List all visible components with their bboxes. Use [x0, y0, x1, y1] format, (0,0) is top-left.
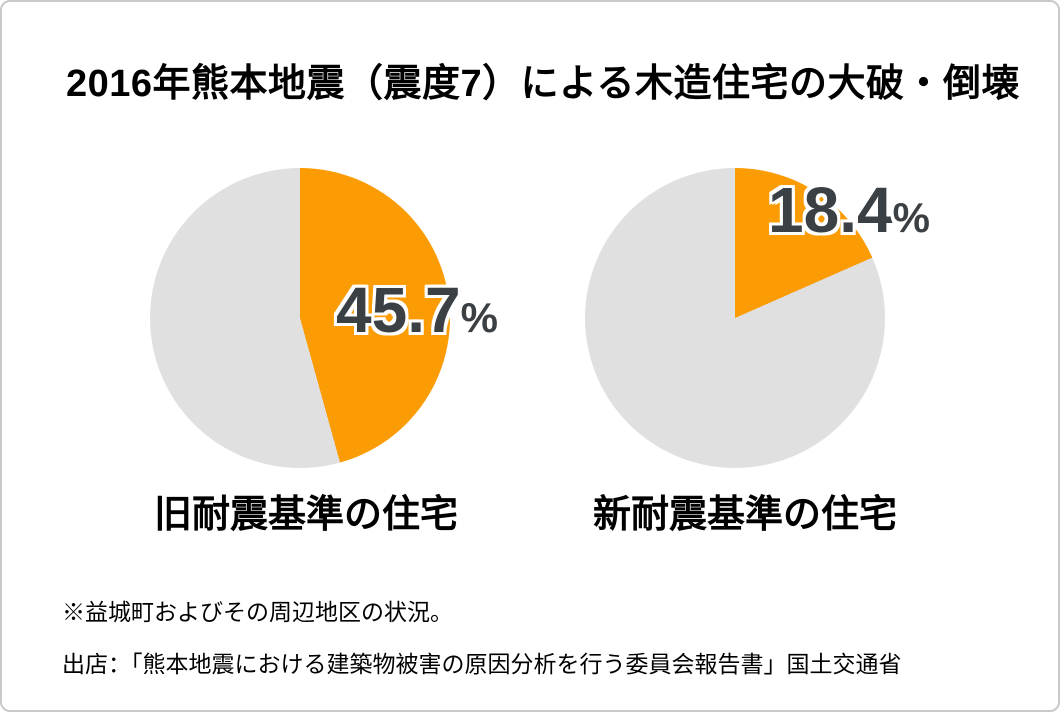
caption-new-standard: 新耐震基準の住宅	[592, 494, 897, 536]
pie-chart-new-standard	[585, 168, 885, 468]
caption-old-standard: 旧耐震基準の住宅	[153, 494, 458, 536]
footnote-note: ※益城町およびその周辺地区の状況。	[62, 599, 453, 625]
pie-chart-old-standard	[150, 168, 450, 468]
percent-sign-old: %	[460, 294, 498, 341]
value-number-old: 45.7	[336, 274, 461, 346]
value-number-new: 18.4	[768, 174, 893, 246]
value-label-new-standard: 18.4%	[768, 178, 930, 242]
percent-sign-new: %	[892, 194, 930, 241]
value-label-old-standard: 45.7%	[336, 278, 498, 342]
footnote-source: 出店：「熊本地震における建築物被害の原因分析を行う委員会報告書」国土交通省	[62, 651, 902, 677]
chart-title: 2016年熊本地震（震度7）による木造住宅の大破・倒壊	[66, 63, 1021, 105]
